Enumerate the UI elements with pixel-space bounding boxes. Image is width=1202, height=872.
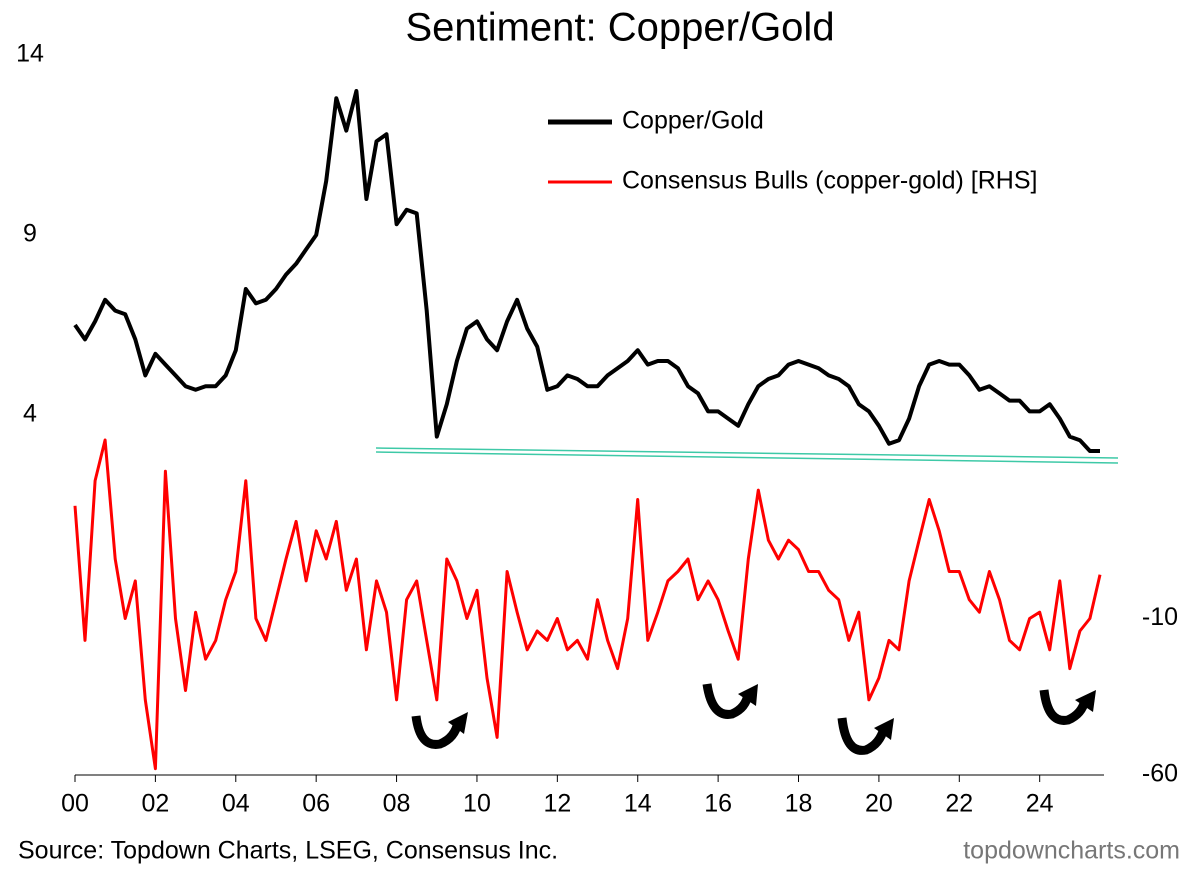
x-tick-label: 16 — [704, 790, 732, 818]
x-tick-label: 12 — [543, 790, 571, 818]
x-tick-label: 08 — [383, 790, 411, 818]
y-tick-label: 9 — [23, 220, 37, 248]
x-tick-label: 18 — [785, 790, 813, 818]
x-tick-label: 02 — [141, 790, 169, 818]
y-tick-label: 14 — [16, 40, 44, 68]
x-tick-label: 20 — [865, 790, 893, 818]
x-tick-label: 04 — [222, 790, 250, 818]
x-tick-label: 24 — [1026, 790, 1054, 818]
y2-tick-label: -60 — [1142, 760, 1178, 788]
turn-arrows — [411, 683, 1096, 755]
chart-title: Sentiment: Copper/Gold — [405, 6, 834, 50]
legend-label: Consensus Bulls (copper-gold) [RHS] — [622, 167, 1037, 195]
y2-tick-label: -10 — [1142, 603, 1178, 631]
legend-label: Copper/Gold — [622, 107, 764, 135]
support-line — [375, 447, 1119, 464]
x-tick-label: 06 — [302, 790, 330, 818]
x-tick-label: 00 — [61, 790, 89, 818]
series-line — [73, 438, 1102, 771]
series-line — [73, 89, 1100, 453]
x-tick-label: 22 — [945, 790, 973, 818]
x-tick-label: 14 — [624, 790, 652, 818]
y-tick-label: 4 — [23, 400, 37, 428]
x-tick-label: 10 — [463, 790, 491, 818]
watermark: topdowncharts.com — [963, 837, 1180, 865]
source: Source: Topdown Charts, LSEG, Consensus … — [18, 837, 558, 865]
